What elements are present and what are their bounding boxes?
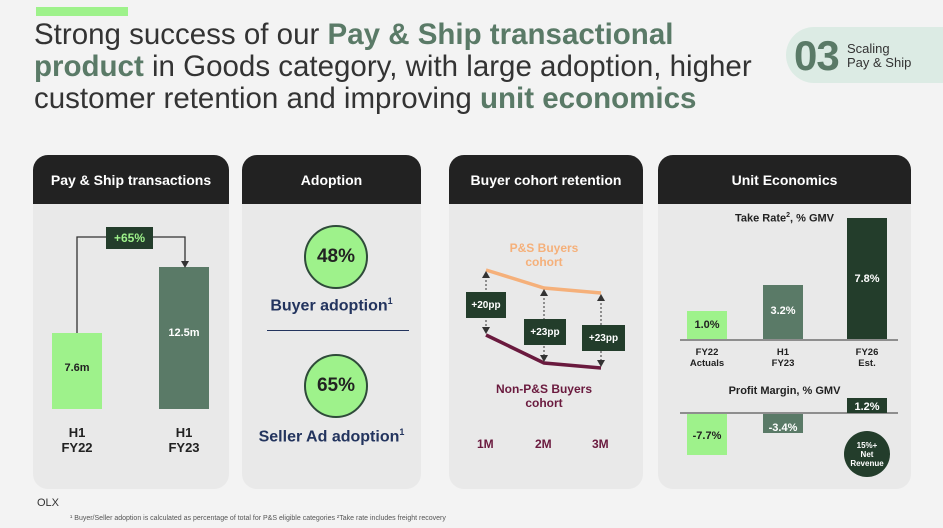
section-label-line-2: Pay & Ship xyxy=(847,55,912,70)
gap-arrow-2m-bottom xyxy=(540,355,548,362)
net-revenue-badge: 15%+ Net Revenue xyxy=(844,431,890,477)
take-rate-value-fy22: 1.0% xyxy=(694,319,720,331)
unit-economics-header: Unit Economics xyxy=(658,155,911,204)
section-number: 03 xyxy=(794,32,840,79)
growth-badge: +65% xyxy=(106,227,153,249)
net-revenue-line-2: Net xyxy=(860,449,874,459)
period-line-2: FY23 xyxy=(771,358,795,369)
profit-margin-bar-fy22 xyxy=(687,414,727,455)
gap-arrow-3m-bottom xyxy=(597,360,605,367)
take-rate-bar-fy26 xyxy=(847,218,887,339)
net-revenue-line-1: 15%+ xyxy=(856,440,878,450)
section-label-line-1: Scaling xyxy=(847,41,890,56)
ps-cohort-label: P&S Buyers cohort xyxy=(489,241,599,269)
title-accent-bar xyxy=(36,7,128,16)
period-line-1: H1 xyxy=(776,347,790,358)
take-rate-period-h1fy23: H1 FY23 xyxy=(753,347,813,369)
take-rate-title: Take Rate2, % GMV xyxy=(658,212,911,225)
title-part-2: in Goods category, with large adoption, … xyxy=(34,50,752,115)
take-rate-period-fy22: FY22 Actuals xyxy=(677,347,737,369)
adoption-divider xyxy=(267,330,409,331)
profit-margin-title: Profit Margin, % GMV xyxy=(728,385,841,397)
take-rate-title-note: 2 xyxy=(786,212,791,219)
month-label-2m: 2M xyxy=(535,437,552,451)
buyer-adoption-label: Buyer adoption1 xyxy=(242,296,421,315)
nonps-cohort-label: Non-P&S Buyers cohort xyxy=(484,382,604,410)
take-rate-period-fy26: FY26 Est. xyxy=(837,347,897,369)
retention-card: Buyer cohort retention P&S Buyers cohort… xyxy=(449,155,643,489)
gap-arrow-1m-bottom xyxy=(482,327,490,334)
take-rate-value-h1fy23: 3.2% xyxy=(770,305,796,317)
buyer-adoption-note: 1 xyxy=(387,296,393,306)
gap-badge-3m: +23pp xyxy=(582,325,625,351)
profit-margin-value-fy26: 1.2% xyxy=(854,401,880,413)
seller-adoption-note: 1 xyxy=(399,427,405,437)
transactions-bar-fy22 xyxy=(52,333,102,409)
period-line-2: FY23 xyxy=(168,440,200,455)
transactions-value-fy22: 7.6m xyxy=(64,362,90,374)
retention-chart xyxy=(482,268,605,370)
title-highlight-1: Pay & Ship transactional product xyxy=(34,18,674,83)
buyer-adoption-circle: 48% xyxy=(304,225,368,289)
take-rate-title-text: Take Rate xyxy=(734,212,787,225)
ps-label-line-2: cohort xyxy=(525,255,563,269)
nonps-cohort-line xyxy=(485,333,602,370)
transactions-header: Pay & Ship transactions xyxy=(33,155,229,204)
unit-economics-chart xyxy=(680,218,898,455)
month-label-3m: 3M xyxy=(592,437,609,451)
seller-adoption-text: Seller Ad adoption xyxy=(258,428,400,446)
period-line-2: Actuals xyxy=(689,358,725,369)
ps-cohort-line xyxy=(485,268,602,295)
take-rate-bar-fy22 xyxy=(687,311,727,339)
footnote: ¹ Buyer/Seller adoption is calculated as… xyxy=(70,515,446,522)
seller-adoption-label: Seller Ad adoption1 xyxy=(242,427,421,446)
gap-badge-2m: +23pp xyxy=(524,319,566,345)
take-rate-bar-h1fy23 xyxy=(763,285,803,339)
period-line-1: FY22 xyxy=(695,347,719,358)
transactions-bar-fy23 xyxy=(159,267,209,409)
period-line-1: H1 xyxy=(68,425,86,440)
seller-adoption-circle: 65% xyxy=(304,354,368,418)
month-label-1m: 1M xyxy=(477,437,494,451)
transactions-period-fy22: H1 FY22 xyxy=(37,425,117,455)
profit-margin-value-h1fy23: -3.4% xyxy=(768,422,798,434)
section-badge: 03 Scaling Pay & Ship xyxy=(786,27,943,83)
buyer-adoption-text: Buyer adoption xyxy=(270,297,388,315)
nonps-label-line-1: Non-P&S Buyers xyxy=(495,382,593,396)
profit-margin-bar-h1fy23 xyxy=(763,414,803,433)
title-part-1: Strong success of our xyxy=(34,18,328,51)
adoption-header: Adoption xyxy=(242,155,421,204)
take-rate-title-suffix: , % GMV xyxy=(790,212,835,225)
period-line-2: Est. xyxy=(858,358,876,369)
profit-margin-value-fy22: -7.7% xyxy=(692,430,722,442)
section-label: Scaling Pay & Ship xyxy=(847,42,911,70)
gap-arrow-3m-top xyxy=(597,294,605,301)
title-highlight-2: unit economics xyxy=(480,82,697,115)
transactions-value-fy23: 12.5m xyxy=(168,327,200,339)
retention-header: Buyer cohort retention xyxy=(449,155,643,204)
transactions-chart xyxy=(52,236,209,409)
nonps-label-line-2: cohort xyxy=(525,396,563,410)
period-line-1: H1 xyxy=(175,425,193,440)
period-line-1: FY26 xyxy=(855,347,879,358)
adoption-card: Adoption 48% Buyer adoption1 65% Seller … xyxy=(242,155,421,489)
footer-brand: OLX xyxy=(37,497,60,509)
unit-economics-card: Unit Economics Take Rate2, % GMV 1.0% 3.… xyxy=(658,155,911,489)
gap-badge-1m: +20pp xyxy=(466,292,506,318)
gap-arrow-2m-top xyxy=(540,289,548,296)
period-line-2: FY22 xyxy=(61,440,93,455)
growth-arrowhead xyxy=(181,261,189,268)
take-rate-value-fy26: 7.8% xyxy=(854,273,880,285)
page-title: Strong success of our Pay & Ship transac… xyxy=(34,19,754,115)
net-revenue-line-3: Revenue xyxy=(850,458,884,468)
ps-label-line-1: P&S Buyers xyxy=(509,241,579,255)
transactions-card: Pay & Ship transactions +65% 7.6m 12.5m … xyxy=(33,155,229,489)
profit-margin-bar-fy26 xyxy=(847,398,887,413)
transactions-period-fy23: H1 FY23 xyxy=(144,425,224,455)
gap-arrow-1m-top xyxy=(482,271,490,278)
